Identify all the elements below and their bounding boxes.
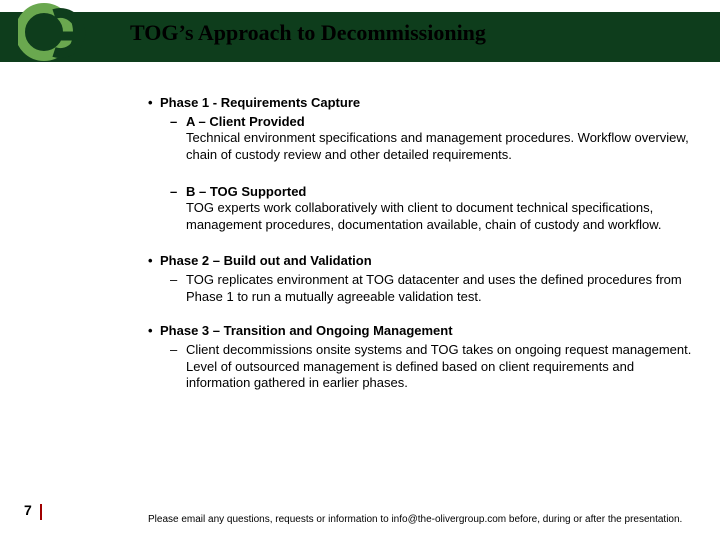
page-number: 7: [24, 502, 32, 518]
slide-title: TOG’s Approach to Decommissioning: [130, 20, 486, 46]
phase-1b-label: B – TOG Supported: [170, 184, 693, 201]
phase-3-heading: Phase 3 – Transition and Ongoing Managem…: [148, 323, 693, 340]
slide: TOG’s Approach to Decommissioning Phase …: [0, 0, 720, 540]
phase-3-text: Client decommissions onsite systems and …: [170, 342, 693, 392]
phase-1a-text: Technical environment specifications and…: [186, 130, 693, 163]
phase-1a-label: A – Client Provided: [170, 114, 693, 131]
phase-1b-text: TOG experts work collaboratively with cl…: [186, 200, 693, 233]
body-content: Phase 1 - Requirements Capture A – Clien…: [148, 95, 693, 392]
phase-2-text: TOG replicates environment at TOG datace…: [170, 272, 693, 305]
logo-icon: [18, 0, 88, 70]
phase-2-heading: Phase 2 – Build out and Validation: [148, 253, 693, 270]
phase-1-heading: Phase 1 - Requirements Capture: [148, 95, 693, 112]
footer-note: Please email any questions, requests or …: [148, 514, 703, 527]
page-number-bar: [40, 504, 42, 520]
